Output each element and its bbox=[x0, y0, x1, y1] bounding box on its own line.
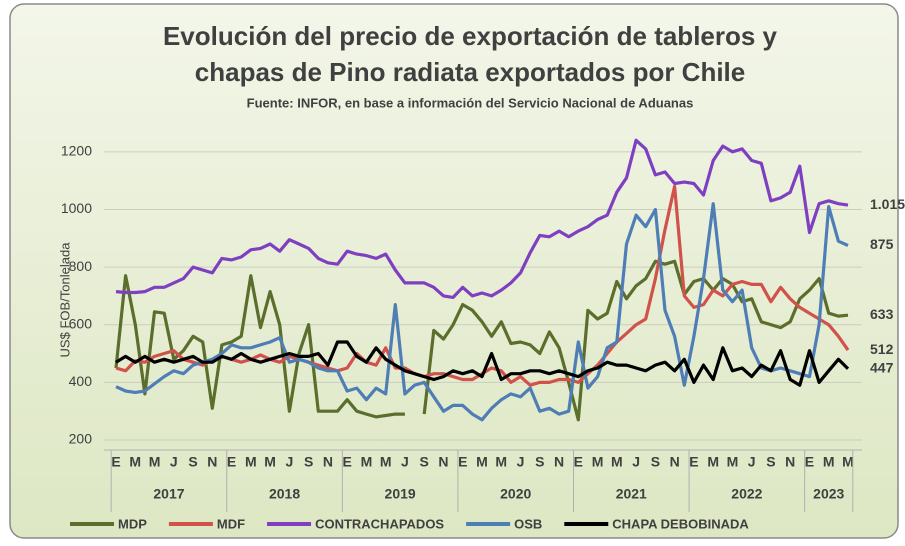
x-tick-label: N bbox=[554, 454, 564, 470]
x-tick-label: M bbox=[149, 454, 161, 470]
x-tick-label: J bbox=[170, 454, 178, 470]
x-tick-label: M bbox=[611, 454, 623, 470]
chart-frame bbox=[9, 3, 899, 539]
x-group-label: 2017 bbox=[153, 486, 184, 502]
x-tick-label: E bbox=[574, 454, 583, 470]
x-group-label: 2019 bbox=[385, 486, 416, 502]
x-tick-label: M bbox=[264, 454, 276, 470]
x-tick-label: N bbox=[785, 454, 795, 470]
x-tick-label: M bbox=[476, 454, 488, 470]
legend-label: MDP bbox=[118, 516, 147, 531]
x-tick-label: M bbox=[245, 454, 257, 470]
x-tick-label: S bbox=[535, 454, 544, 470]
x-group-label: 2021 bbox=[616, 486, 647, 502]
chart-subtitle: Fuente: INFOR, en base a información del… bbox=[247, 95, 694, 110]
x-tick-label: M bbox=[129, 454, 141, 470]
legend-label: CONTRACHAPADOS bbox=[315, 516, 444, 531]
x-tick-label: E bbox=[111, 454, 120, 470]
y-tick-label: 600 bbox=[69, 315, 93, 331]
x-tick-label: M bbox=[823, 454, 835, 470]
x-tick-label: M bbox=[707, 454, 719, 470]
x-tick-label: J bbox=[632, 454, 640, 470]
chart-title: Evolución del precio de exportación de t… bbox=[163, 21, 778, 51]
series-line bbox=[114, 274, 405, 419]
x-group-label: 2020 bbox=[500, 486, 531, 502]
y-tick-label: 1200 bbox=[61, 143, 92, 159]
series-line bbox=[115, 340, 850, 387]
x-tick-label: S bbox=[766, 454, 775, 470]
end-label: 512 bbox=[870, 341, 894, 357]
x-tick-label: E bbox=[227, 454, 236, 470]
y-tick-label: 800 bbox=[69, 258, 93, 274]
x-tick-label: N bbox=[207, 454, 217, 470]
x-tick-label: J bbox=[401, 454, 409, 470]
x-tick-label: M bbox=[495, 454, 507, 470]
end-label: 1.015 bbox=[870, 196, 905, 212]
x-tick-label: M bbox=[842, 454, 854, 470]
x-tick-label: N bbox=[438, 454, 448, 470]
x-tick-label: E bbox=[458, 454, 467, 470]
x-tick-label: M bbox=[361, 454, 373, 470]
series-line bbox=[422, 259, 849, 422]
x-tick-label: S bbox=[188, 454, 197, 470]
y-tick-label: 200 bbox=[69, 431, 93, 447]
end-label: 875 bbox=[870, 236, 894, 252]
x-tick-label: E bbox=[689, 454, 698, 470]
x-tick-label: J bbox=[285, 454, 293, 470]
x-tick-label: E bbox=[342, 454, 351, 470]
x-tick-label: M bbox=[592, 454, 604, 470]
x-tick-label: M bbox=[727, 454, 739, 470]
x-tick-label: S bbox=[651, 454, 660, 470]
y-tick-label: 1000 bbox=[61, 200, 92, 216]
legend-label: CHAPA DEBOBINADA bbox=[612, 516, 749, 531]
series-line bbox=[115, 138, 849, 299]
x-tick-label: S bbox=[420, 454, 429, 470]
x-tick-label: E bbox=[805, 454, 814, 470]
legend-label: MDF bbox=[217, 516, 245, 531]
chart-title: chapas de Pino radiata exportados por Ch… bbox=[195, 57, 745, 87]
y-tick-label: 400 bbox=[69, 373, 93, 389]
x-tick-label: S bbox=[304, 454, 313, 470]
x-tick-label: N bbox=[323, 454, 333, 470]
x-tick-label: M bbox=[380, 454, 392, 470]
x-group-label: 2023 bbox=[813, 486, 844, 502]
end-label: 447 bbox=[870, 360, 894, 376]
series-line bbox=[115, 202, 849, 422]
y-axis-label: US$ FOB/Tonlelada bbox=[57, 242, 72, 358]
x-group-label: 2018 bbox=[269, 486, 300, 502]
legend-label: OSB bbox=[514, 516, 542, 531]
end-label: 633 bbox=[870, 306, 894, 322]
x-tick-label: J bbox=[517, 454, 525, 470]
x-group-label: 2022 bbox=[731, 486, 762, 502]
x-tick-label: N bbox=[670, 454, 680, 470]
x-tick-label: J bbox=[748, 454, 756, 470]
